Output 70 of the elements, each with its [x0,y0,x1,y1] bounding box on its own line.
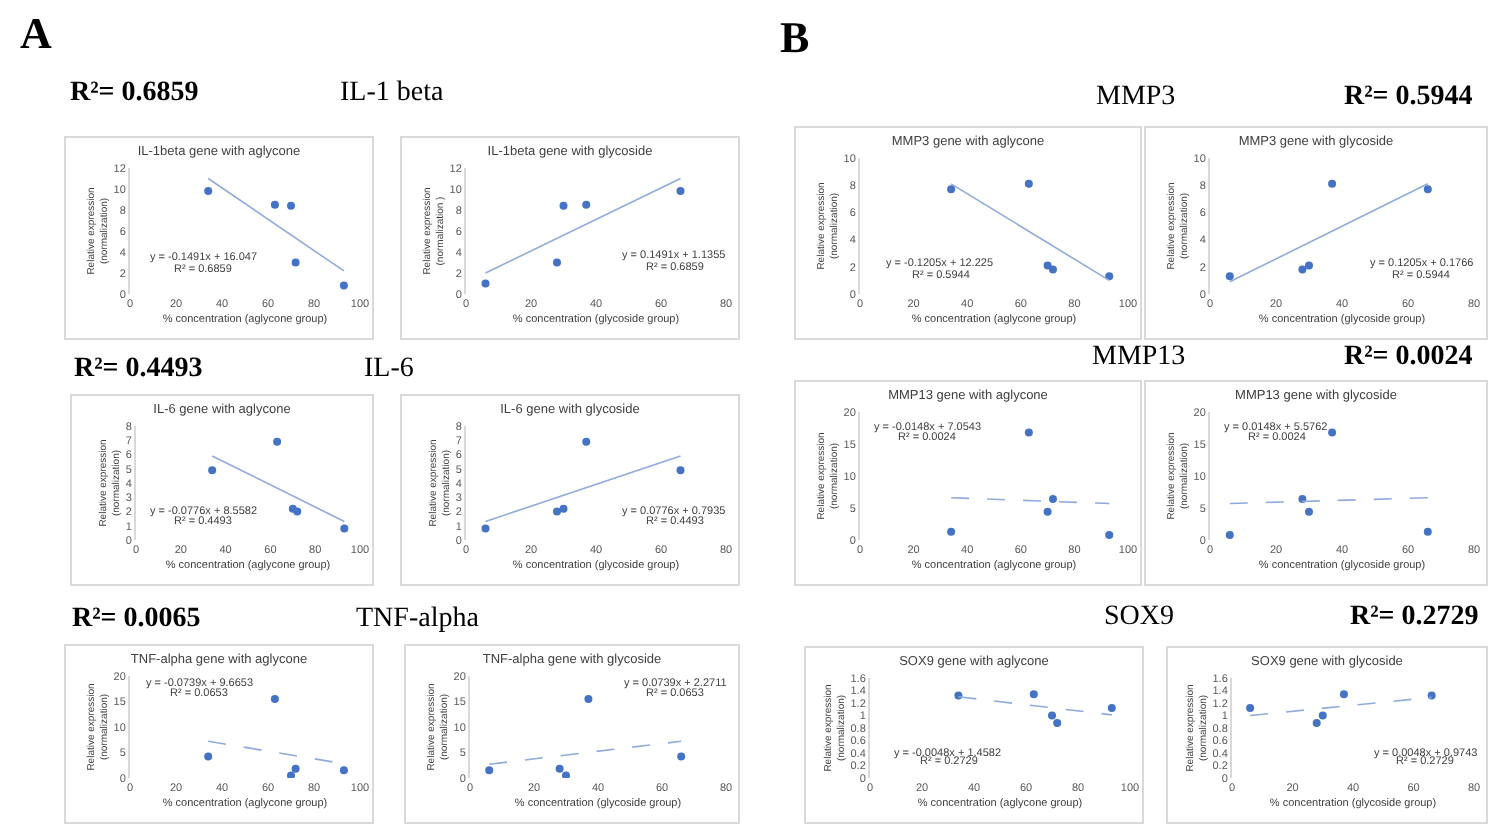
point [553,507,561,516]
point [582,200,591,209]
point [1225,272,1234,281]
point [1312,719,1321,727]
point [204,752,213,761]
point [1048,495,1057,504]
text: A [20,8,52,58]
point [1328,179,1337,188]
point [1328,428,1337,437]
point [340,524,349,533]
point [562,771,570,778]
point [287,201,295,210]
point [947,185,956,194]
point [1246,704,1255,712]
point [559,201,568,210]
point [1048,265,1057,274]
point [555,764,564,773]
text: TNF-alpha [356,604,479,634]
text: IL-6 [364,354,414,384]
point [485,766,494,775]
point [1423,185,1432,194]
point [291,764,300,773]
point [208,466,217,475]
point [582,437,591,446]
point [291,258,300,267]
point [287,771,295,778]
text: R²= 0.0024 [1344,342,1473,372]
point [947,527,956,536]
point [559,504,568,513]
text: MMP3 [1096,82,1176,112]
point [1339,690,1348,699]
point [1305,507,1313,516]
text: R²= 0.6859 [70,78,199,108]
point [676,466,685,475]
point [676,187,685,196]
point [1107,704,1116,712]
point [1024,428,1033,437]
text: MMP13 [1092,342,1186,372]
text: SOX9 [1104,602,1175,632]
point [1105,530,1114,539]
text: B [780,12,810,62]
point [1427,691,1436,700]
point [270,200,279,209]
point [1053,719,1062,727]
point [1298,265,1307,274]
text: R²= 0.5944 [1344,82,1473,112]
point [1423,527,1432,536]
text: R²= 0.2729 [1350,602,1479,632]
point [481,524,490,533]
point [481,279,490,288]
point [273,437,282,446]
point [339,281,348,290]
text: IL-1 beta [340,78,444,108]
point [584,694,593,703]
point [270,694,279,703]
point [1225,530,1234,539]
text: R²= 0.0065 [72,604,201,634]
point [553,258,561,267]
point [1029,690,1038,699]
point [1043,507,1052,516]
text: R²= 0.4493 [74,354,203,384]
point [1048,711,1056,720]
point [339,766,348,775]
point [677,752,686,761]
point [1298,495,1307,504]
point [1305,261,1313,270]
point [293,507,302,516]
point [204,187,213,196]
point [1318,711,1327,720]
point [1024,179,1033,188]
